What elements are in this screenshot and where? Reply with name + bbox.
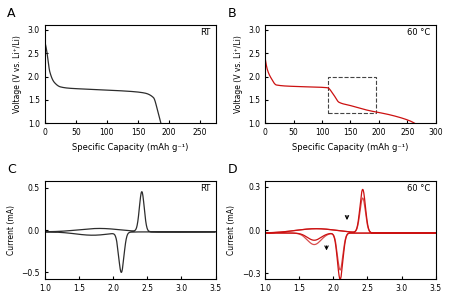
Y-axis label: Current (mA): Current (mA) [227, 205, 236, 255]
X-axis label: Specific Capacity (mAh g⁻¹): Specific Capacity (mAh g⁻¹) [292, 143, 409, 152]
Text: RT: RT [200, 184, 211, 193]
Text: A: A [7, 7, 16, 20]
Text: C: C [7, 163, 16, 176]
Text: D: D [228, 163, 237, 176]
Bar [328, 76, 376, 113]
Text: B: B [228, 7, 236, 20]
Y-axis label: Voltage (V vs. Li⁺/Li): Voltage (V vs. Li⁺/Li) [234, 35, 243, 113]
Y-axis label: Voltage (V vs. Li⁺/Li): Voltage (V vs. Li⁺/Li) [14, 35, 22, 113]
Text: 60 °C: 60 °C [407, 184, 431, 193]
Y-axis label: Current (mA): Current (mA) [7, 205, 16, 255]
Text: 60 °C: 60 °C [407, 28, 431, 37]
Text: RT: RT [200, 28, 211, 37]
X-axis label: Specific Capacity (mAh g⁻¹): Specific Capacity (mAh g⁻¹) [72, 143, 189, 152]
